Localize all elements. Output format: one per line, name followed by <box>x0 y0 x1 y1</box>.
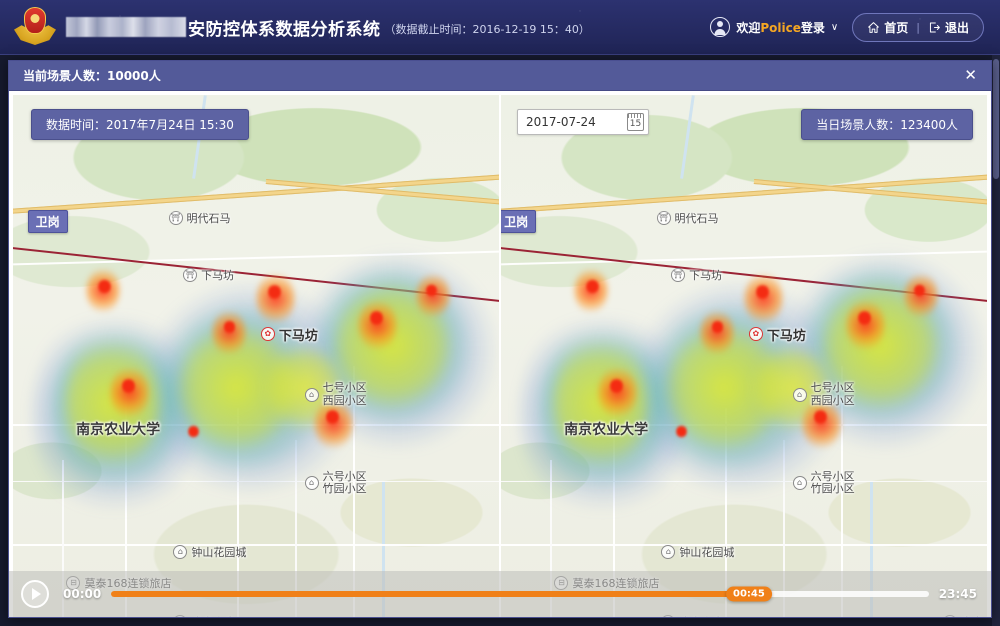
badge-shield <box>24 7 46 34</box>
residence-icon: ⌂ <box>792 476 807 491</box>
poi-label: 下马坊 <box>766 328 806 344</box>
poi-label: 钟山花园城 <box>191 545 247 559</box>
poi-label: 南京农业大学 <box>76 421 161 438</box>
poi-label: 钟山花园城 <box>679 545 735 559</box>
timeline-track[interactable]: 00:45 <box>111 586 929 602</box>
avatar-icon <box>710 17 731 37</box>
header-nav-pill: 首页 | 退出 <box>852 12 984 42</box>
home-button[interactable]: 首页 <box>867 19 908 36</box>
nav-separator: | <box>916 20 920 34</box>
poi-item: ⛩ 明代石马 <box>168 210 231 226</box>
home-icon <box>868 21 880 33</box>
police-badge-logo <box>14 6 56 48</box>
temple-icon: ⛩ <box>168 210 183 225</box>
city-tag: 卫岗 <box>501 209 537 233</box>
badge-wing <box>14 25 56 45</box>
modal-title: 当前场景人数：10000人 <box>23 69 161 83</box>
timeline-end-label: 23:45 <box>938 587 977 601</box>
poi-label: 六号小区 <box>322 469 367 483</box>
poi-item: ⛩ 下马坊 <box>671 267 722 283</box>
poi-item: ⌂ 六号小区 竹园小区 <box>792 469 855 496</box>
poi-label-stack: 六号小区 竹园小区 <box>322 469 367 496</box>
map-roads-right <box>501 95 987 617</box>
data-cutoff-time: （数据截止时间：2016-12-19 15：40） <box>384 23 590 36</box>
temple-icon: ⛩ <box>656 210 671 225</box>
greeting-suffix: 登录 <box>800 20 825 35</box>
poi-label-secondary: 竹园小区 <box>322 482 367 496</box>
logout-icon <box>929 22 940 32</box>
poi-item: ⌂ 钟山花园城 <box>661 544 734 560</box>
residence-icon: ⌂ <box>304 476 319 491</box>
redacted-org-name <box>66 17 186 37</box>
poi-label: 下马坊 <box>201 269 235 283</box>
timeline-player: 00:00 00:45 23:45 <box>9 571 991 617</box>
poi-item: ⌂ 六号小区 竹园小区 <box>304 469 367 496</box>
page-scrollbar[interactable] <box>992 55 1000 626</box>
poi-label: 下马坊 <box>278 328 318 344</box>
timeline-progress-fill <box>111 591 749 597</box>
residence-icon: ⌂ <box>661 544 676 559</box>
poi-label: 六号小区 <box>810 469 855 483</box>
city-tag: 卫岗 <box>27 209 68 233</box>
poi-item: ⛩ 明代石马 <box>656 210 719 226</box>
chevron-down-icon[interactable]: ∨ <box>830 21 839 33</box>
modal-title-bar: 当前场景人数：10000人 ✕ <box>9 61 991 91</box>
map-panel-left[interactable]: 卫岗 ⛩ 明代石马 ⛩ 下马坊 ✿ 下马坊 ⌂ 七号小区 西园小区 <box>13 95 499 617</box>
data-time-chip: 数据时间：2017年7月24日 15:30 <box>31 109 249 140</box>
poi-label-stack: 六号小区 竹园小区 <box>810 469 855 496</box>
poi-label: 下马坊 <box>689 269 723 283</box>
modal-body: 卫岗 ⛩ 明代石马 ⛩ 下马坊 ✿ 下马坊 ⌂ 七号小区 西园小区 <box>9 91 991 617</box>
logout-label: 退出 <box>944 20 969 35</box>
poi-item: ⌂ 七号小区 西园小区 <box>792 381 855 407</box>
play-icon <box>32 588 41 600</box>
landmark-icon: ✿ <box>260 327 275 342</box>
poi-label-stack: 七号小区 西园小区 <box>322 381 367 407</box>
poi-label: 七号小区 <box>810 381 855 395</box>
poi-university: 南京农业大学 <box>564 419 648 439</box>
logout-button[interactable]: 退出 <box>928 19 969 36</box>
map-panel-right[interactable]: 卫岗 ⛩ 明代石马 ⛩ 下马坊 ✿ 下马坊 ⌂ 七号小区 西园小区 <box>499 95 987 617</box>
poi-university: 南京农业大学 <box>76 419 160 439</box>
temple-icon: ⛩ <box>183 268 198 283</box>
header-actions: 欢迎Police登录 ∨ 首页 | 退出 <box>710 12 984 42</box>
user-greeting: 欢迎Police登录 <box>736 19 825 36</box>
user-menu[interactable]: 欢迎Police登录 ∨ <box>710 17 838 37</box>
residence-icon: ⌂ <box>304 387 319 402</box>
date-picker[interactable]: 2017-07-24 15 <box>517 109 649 135</box>
poi-label: 明代石马 <box>186 211 231 225</box>
scrollbar-thumb[interactable] <box>993 59 999 179</box>
poi-item: ✿ 下马坊 <box>260 325 318 344</box>
home-label: 首页 <box>884 20 909 35</box>
poi-item: ⛩ 下马坊 <box>183 267 234 283</box>
poi-label: 明代石马 <box>674 211 719 225</box>
residence-icon: ⌂ <box>792 387 807 402</box>
play-button[interactable] <box>21 580 49 608</box>
poi-label-secondary: 西园小区 <box>322 393 367 407</box>
poi-label: 七号小区 <box>322 381 367 395</box>
user-name: Police <box>760 20 801 35</box>
poi-label-secondary: 竹园小区 <box>810 482 855 496</box>
date-value[interactable]: 2017-07-24 <box>526 115 596 129</box>
timeline-start-label: 00:00 <box>63 587 102 601</box>
timeline-handle[interactable]: 00:45 <box>726 586 772 602</box>
calendar-icon[interactable]: 15 <box>627 113 644 131</box>
poi-label-stack: 七号小区 西园小区 <box>810 381 855 407</box>
daily-count-chip: 当日场景人数：123400人 <box>801 109 973 140</box>
poi-item: ⌂ 钟山花园城 <box>173 544 246 560</box>
app-header: 安防控体系数据分析系统 （数据截止时间：2016-12-19 15：40） 欢迎… <box>0 0 1000 55</box>
close-icon[interactable]: ✕ <box>964 66 977 84</box>
map-roads-left <box>13 95 499 617</box>
poi-label-secondary: 西园小区 <box>810 393 855 407</box>
poi-item: ⌂ 七号小区 西园小区 <box>304 381 367 407</box>
poi-item: ✿ 下马坊 <box>748 325 806 344</box>
greeting-prefix: 欢迎 <box>736 20 761 35</box>
temple-icon: ⛩ <box>671 268 686 283</box>
page-title: 安防控体系数据分析系统 <box>188 19 381 40</box>
poi-label: 南京农业大学 <box>564 421 649 438</box>
heatmap-modal: 当前场景人数：10000人 ✕ <box>8 60 992 618</box>
residence-icon: ⌂ <box>173 544 188 559</box>
landmark-icon: ✿ <box>748 327 763 342</box>
